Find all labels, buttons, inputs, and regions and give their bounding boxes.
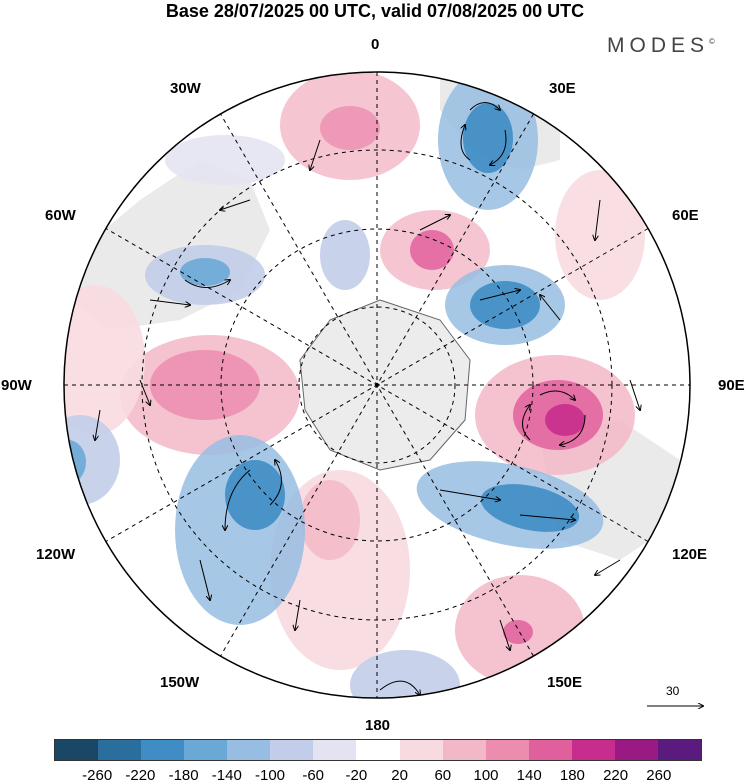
negative-anomaly xyxy=(480,484,580,532)
wind-vector xyxy=(439,489,500,500)
wind-vector xyxy=(95,409,101,440)
label-150w: 150W xyxy=(160,674,200,691)
negative-anomaly xyxy=(64,440,86,484)
negative-anomaly xyxy=(180,258,230,286)
wind-vector xyxy=(469,102,500,111)
colorbar-swatch xyxy=(270,740,314,760)
label-60w: 60W xyxy=(45,207,76,224)
wind-vector xyxy=(269,460,282,506)
colorbar-tick-label: -20 xyxy=(345,767,368,784)
negative-anomaly xyxy=(350,650,460,698)
colorbar-tick-label: -220 xyxy=(125,767,156,784)
wind-vector xyxy=(595,559,621,575)
colorbar-tick-label: 140 xyxy=(516,767,542,784)
colorbar-swatch xyxy=(399,740,443,760)
colorbar-tick-label: 60 xyxy=(434,767,452,784)
colorbar-swatch xyxy=(184,740,228,760)
wind-vector xyxy=(149,299,190,305)
wind-vector xyxy=(539,390,575,400)
negative-anomaly xyxy=(175,435,305,625)
label-30e: 30E xyxy=(549,80,576,97)
reference-vector-label: 30 xyxy=(666,684,680,698)
colorbar-swatch xyxy=(141,740,185,760)
label-180: 180 xyxy=(365,717,391,734)
wind-vector xyxy=(560,414,586,445)
positive-anomaly xyxy=(150,350,260,420)
wind-vector xyxy=(519,514,575,520)
wind-vector xyxy=(540,295,561,321)
colorbar-swatch xyxy=(313,740,357,760)
negative-anomaly xyxy=(463,103,513,173)
colorbar-tick-label: 180 xyxy=(559,767,585,784)
colorbar-tick-label: 100 xyxy=(473,767,499,784)
label-90w: 90W xyxy=(1,377,32,394)
colorbar-tick-label: 220 xyxy=(603,767,629,784)
wind-vector xyxy=(499,619,510,650)
label-60e: 60E xyxy=(672,207,699,224)
colorbar-tick-label: -60 xyxy=(302,767,325,784)
wind-vector xyxy=(522,405,531,441)
negative-anomaly xyxy=(470,281,540,329)
colorbar-swatch xyxy=(356,740,400,760)
colorbar-swatch xyxy=(98,740,142,760)
latitude-circle xyxy=(220,228,534,542)
colorbar-tick-label: 260 xyxy=(646,767,672,784)
wind-vector xyxy=(184,280,230,288)
colorbar-swatch xyxy=(614,740,658,760)
colorbar-tick-label: -100 xyxy=(254,767,286,784)
colorbar xyxy=(54,739,702,761)
label-150e: 150E xyxy=(547,674,583,691)
wind-vector xyxy=(310,139,321,170)
positive-anomaly xyxy=(320,106,380,150)
colorbar-tick-label: -140 xyxy=(211,767,242,784)
negative-anomaly xyxy=(165,135,285,185)
positive-anomaly xyxy=(64,285,145,435)
wind-vector xyxy=(461,125,471,161)
positive-anomaly xyxy=(545,404,585,436)
wind-vector xyxy=(490,129,507,165)
latitude-circle xyxy=(298,306,456,464)
wind-vectors xyxy=(95,102,640,696)
wind-vector xyxy=(295,599,301,630)
wind-vector xyxy=(379,680,420,695)
colorbar-swatch xyxy=(528,740,572,760)
positive-anomaly xyxy=(503,620,533,644)
positive-anomaly xyxy=(555,170,645,300)
pole-marker xyxy=(375,383,379,387)
colorbar-swatch xyxy=(571,740,615,760)
wind-vector xyxy=(419,215,450,231)
colorbar-swatch xyxy=(55,740,99,760)
modes-logo: MODES© xyxy=(607,34,715,58)
colorbar-swatch xyxy=(657,740,701,760)
colorbar-swatch xyxy=(442,740,486,760)
label-90e: 90E xyxy=(718,377,745,394)
label-120e: 120E xyxy=(672,546,708,563)
logo-text: MODES xyxy=(607,34,710,57)
wind-vector xyxy=(225,469,251,530)
label-0: 0 xyxy=(371,36,380,53)
colorbar-swatch xyxy=(227,740,271,760)
wind-vector xyxy=(629,379,640,410)
wind-vector xyxy=(595,199,601,240)
negative-anomaly xyxy=(225,460,285,530)
wind-vector xyxy=(479,290,520,301)
label-120w: 120W xyxy=(36,546,76,563)
colorbar-swatch xyxy=(485,740,529,760)
map-border xyxy=(63,71,691,699)
colorbar-tick-label: 20 xyxy=(391,767,408,784)
label-30w: 30W xyxy=(170,80,201,97)
wind-vector xyxy=(220,199,251,210)
positive-anomaly xyxy=(300,480,360,560)
negative-anomaly xyxy=(320,220,370,290)
wind-vector xyxy=(199,559,210,600)
positive-anomaly xyxy=(410,230,454,270)
logo-mark: © xyxy=(709,37,715,46)
colorbar-tick-label: -260 xyxy=(82,767,113,784)
map-title: Base 28/07/2025 00 UTC, valid 07/08/2025… xyxy=(165,1,585,21)
colorbar-tick-label: -180 xyxy=(168,767,199,784)
